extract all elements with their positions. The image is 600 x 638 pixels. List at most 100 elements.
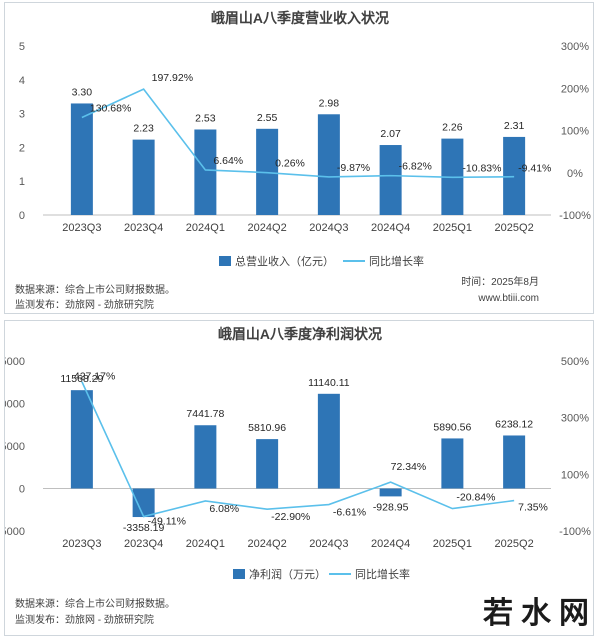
bar-data-label: -3358.19 bbox=[123, 522, 165, 534]
bar bbox=[379, 145, 402, 215]
bar-data-label: 2.98 bbox=[319, 97, 340, 109]
x-axis-tick: 2023Q3 bbox=[62, 538, 101, 550]
bar bbox=[503, 435, 526, 489]
revenue-chart: 峨眉山A八季度营业收入状况 0 1 2 3 4 5 -100% 0% 100% 200% 300% 20… bbox=[15, 10, 591, 311]
x-axis-tick: 2024Q1 bbox=[186, 538, 225, 550]
line-data-label: -20.84% bbox=[456, 492, 495, 504]
bar-data-label: 11568.29 bbox=[60, 373, 103, 385]
line-data-label: 130.68% bbox=[90, 103, 131, 115]
bar-data-label: 2.07 bbox=[380, 128, 401, 140]
bar-data-label: 2.53 bbox=[195, 112, 216, 124]
bar bbox=[317, 393, 340, 489]
x-axis-tick: 2023Q4 bbox=[124, 222, 163, 234]
left-axis-tick: 5000 bbox=[5, 441, 25, 453]
profit-chart: 峨眉山A八季度净利润状况 -5000 0 5000 10000 15000 -100% 100… bbox=[5, 326, 595, 630]
x-axis-tick: 2024Q3 bbox=[309, 222, 348, 234]
bar-data-label: 3.30 bbox=[72, 86, 93, 98]
line-data-label: -49.11% bbox=[148, 516, 186, 528]
footnote-date: 时间：2025年8月 bbox=[461, 275, 539, 288]
bar bbox=[132, 488, 155, 518]
line-data-label: 6.08% bbox=[209, 503, 239, 515]
right-axis-tick: 0% bbox=[567, 168, 583, 180]
left-axis-tick: 5 bbox=[19, 41, 25, 53]
profit-chart-panel: 峨眉山A八季度净利润状况 -5000 0 5000 10000 15000 -100% 100… bbox=[4, 320, 594, 636]
x-axis-tick: 2024Q3 bbox=[309, 538, 348, 550]
bar bbox=[70, 103, 93, 215]
bar bbox=[379, 488, 402, 497]
bar-data-label: -928.95 bbox=[373, 501, 409, 513]
bar-data-label: 6238.12 bbox=[495, 418, 533, 430]
chart-title: 峨眉山A八季度营业收入状况 bbox=[211, 10, 389, 26]
bar bbox=[132, 139, 155, 215]
right-axis-tick: 100% bbox=[561, 469, 589, 481]
line-data-label: 7.35% bbox=[518, 502, 548, 514]
legend-bar-swatch bbox=[233, 569, 245, 579]
x-axis-tick: 2023Q4 bbox=[124, 538, 163, 550]
x-axis-tick: 2024Q1 bbox=[186, 222, 225, 234]
line-data-label: 427.17% bbox=[74, 371, 115, 383]
left-axis-tick: 0 bbox=[19, 484, 25, 496]
line-data-label: -9.41% bbox=[518, 163, 551, 175]
left-axis-tick: 1 bbox=[19, 176, 25, 188]
left-axis-tick: 10000 bbox=[5, 399, 25, 411]
legend-bar-label: 净利润（万元） bbox=[249, 567, 326, 581]
bar-data-label: 2.55 bbox=[257, 112, 278, 124]
legend-bar-swatch bbox=[219, 256, 231, 266]
legend-line-label: 同比增长率 bbox=[355, 567, 410, 581]
right-axis-tick: 500% bbox=[561, 356, 589, 368]
left-axis-tick: 3 bbox=[19, 109, 25, 121]
bar bbox=[441, 438, 464, 489]
left-axis-tick: 4 bbox=[19, 75, 25, 87]
growth-line bbox=[81, 381, 515, 518]
footnote-source: 数据来源：综合上市公司财报数据。 bbox=[15, 283, 175, 296]
right-axis-tick: -100% bbox=[559, 210, 591, 222]
line-data-label: -6.82% bbox=[399, 161, 432, 173]
line-data-label: -6.61% bbox=[333, 507, 366, 519]
bar bbox=[70, 390, 93, 489]
right-axis-tick: 300% bbox=[561, 413, 589, 425]
footnote-source: 监测发布：劲旅网 - 劲旅研究院 bbox=[15, 298, 154, 311]
growth-line bbox=[81, 88, 515, 179]
line-data-label: 0.26% bbox=[275, 158, 305, 170]
bar-data-label: 2.31 bbox=[504, 120, 525, 132]
left-axis-tick: 0 bbox=[19, 210, 25, 222]
legend-line-label: 同比增长率 bbox=[369, 254, 424, 268]
left-axis-tick: 2 bbox=[19, 142, 25, 154]
bar-data-label: 7441.78 bbox=[186, 408, 224, 420]
x-axis-tick: 2025Q1 bbox=[433, 538, 472, 550]
bar bbox=[194, 425, 217, 489]
line-data-label: 6.64% bbox=[213, 155, 243, 167]
line-data-label: -22.90% bbox=[271, 511, 310, 523]
legend-bar-label: 总营业收入（亿元） bbox=[235, 254, 334, 268]
line-data-label: 197.92% bbox=[152, 72, 193, 84]
bar-data-label: 2.26 bbox=[442, 122, 463, 134]
bar-data-label: 5890.56 bbox=[433, 421, 471, 433]
right-axis-tick: 200% bbox=[561, 83, 589, 95]
bar-data-label: 2.23 bbox=[133, 123, 154, 135]
footnote-source: 监测发布：劲旅网 - 劲旅研究院 bbox=[15, 613, 154, 626]
x-axis-tick: 2025Q2 bbox=[495, 538, 534, 550]
x-axis-tick: 2025Q1 bbox=[433, 222, 472, 234]
line-data-label: -9.87% bbox=[337, 162, 370, 174]
x-axis-tick: 2023Q3 bbox=[62, 222, 101, 234]
x-axis-tick: 2024Q2 bbox=[248, 538, 287, 550]
chart-title: 峨眉山A八季度净利润状况 bbox=[218, 326, 382, 342]
line-data-label: -10.83% bbox=[462, 162, 501, 174]
bar bbox=[194, 129, 217, 215]
left-axis-tick: 15000 bbox=[5, 356, 25, 368]
footnote-source: 数据来源：综合上市公司财报数据。 bbox=[15, 597, 175, 610]
revenue-chart-panel: 峨眉山A八季度营业收入状况 0 1 2 3 4 5 -100% 0% 100% 200% 300% 20… bbox=[4, 2, 594, 314]
bar bbox=[503, 136, 526, 215]
line-data-label: 72.34% bbox=[391, 461, 427, 473]
footnote-date: www.btiii.com bbox=[477, 293, 539, 304]
x-axis-tick: 2024Q4 bbox=[371, 222, 410, 234]
watermark-logo: 若水网 bbox=[483, 597, 595, 630]
left-axis-tick: -5000 bbox=[5, 526, 25, 538]
x-axis-tick: 2024Q4 bbox=[371, 538, 410, 550]
bar bbox=[317, 114, 340, 215]
x-axis-tick: 2024Q2 bbox=[248, 222, 287, 234]
right-axis-tick: -100% bbox=[559, 526, 591, 538]
bar bbox=[256, 439, 279, 489]
bar-data-label: 5810.96 bbox=[248, 422, 286, 434]
x-axis-tick: 2025Q2 bbox=[495, 222, 534, 234]
